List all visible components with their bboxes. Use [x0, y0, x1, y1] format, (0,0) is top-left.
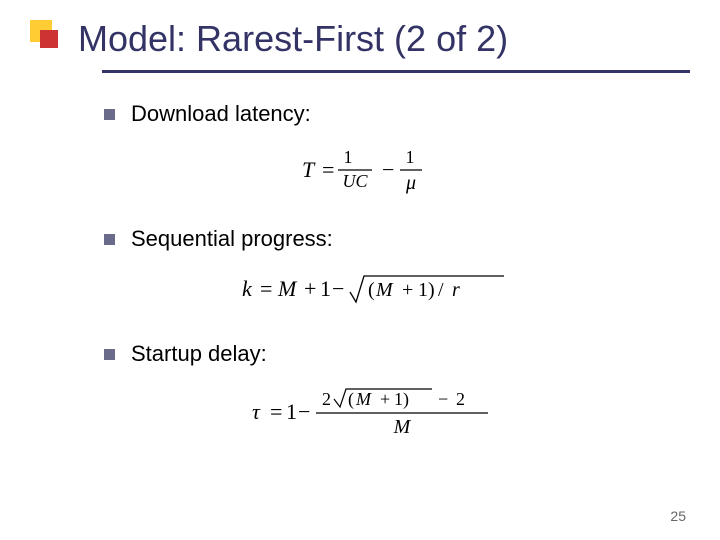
formula-progress: k = M + 1 − ( M + 1) / r: [104, 270, 660, 315]
bullet-item: Download latency:: [104, 101, 660, 127]
slide-title: Model: Rarest-First (2 of 2): [78, 18, 720, 60]
square-bullet-icon: [104, 349, 115, 360]
formula-latency: T = 1 UC − 1 μ: [104, 145, 660, 200]
bullet-label: Download latency:: [131, 101, 311, 127]
svg-text:k: k: [242, 276, 253, 301]
svg-text:(: (: [368, 279, 375, 301]
svg-text:1: 1: [406, 147, 415, 167]
slide-content: Download latency: T = 1 UC − 1 μ Sequent…: [0, 73, 720, 446]
svg-text:−: −: [382, 157, 394, 182]
svg-text:+: +: [304, 276, 316, 301]
svg-text:=: =: [270, 399, 282, 424]
bullet-label: Startup delay:: [131, 341, 267, 367]
svg-text:2: 2: [322, 389, 331, 409]
svg-text:−: −: [298, 399, 310, 424]
svg-text:μ: μ: [405, 172, 416, 194]
svg-text:T: T: [302, 157, 316, 182]
square-bullet-icon: [104, 109, 115, 120]
svg-text:=: =: [322, 157, 334, 182]
title-accent-icon: [30, 20, 58, 48]
svg-text:1): 1): [418, 279, 435, 301]
title-underline: [102, 70, 690, 73]
svg-text:=: =: [260, 276, 272, 301]
svg-text:1: 1: [286, 399, 297, 424]
title-area: Model: Rarest-First (2 of 2): [0, 0, 720, 73]
svg-text:M: M: [277, 276, 298, 301]
svg-text:UC: UC: [342, 171, 368, 191]
bullet-item: Sequential progress:: [104, 226, 660, 252]
svg-text:−: −: [332, 276, 344, 301]
square-bullet-icon: [104, 234, 115, 245]
svg-text:M: M: [355, 389, 372, 409]
svg-text:r: r: [452, 279, 460, 301]
svg-text:1): 1): [394, 389, 409, 410]
svg-text:2: 2: [456, 389, 465, 409]
svg-text:(: (: [348, 389, 354, 410]
formula-delay: τ = 1 − 2 ( M + 1) − 2 M: [104, 385, 660, 446]
svg-text:1: 1: [320, 276, 331, 301]
bullet-item: Startup delay:: [104, 341, 660, 367]
bullet-label: Sequential progress:: [131, 226, 333, 252]
page-number: 25: [670, 508, 686, 524]
svg-text:+: +: [380, 389, 390, 409]
svg-text:+: +: [402, 279, 413, 301]
svg-text:M: M: [393, 416, 412, 438]
svg-text:1: 1: [344, 147, 353, 167]
svg-text:−: −: [438, 389, 448, 409]
svg-text:M: M: [375, 279, 394, 301]
svg-text:τ: τ: [252, 399, 261, 424]
svg-text:/: /: [438, 279, 444, 301]
